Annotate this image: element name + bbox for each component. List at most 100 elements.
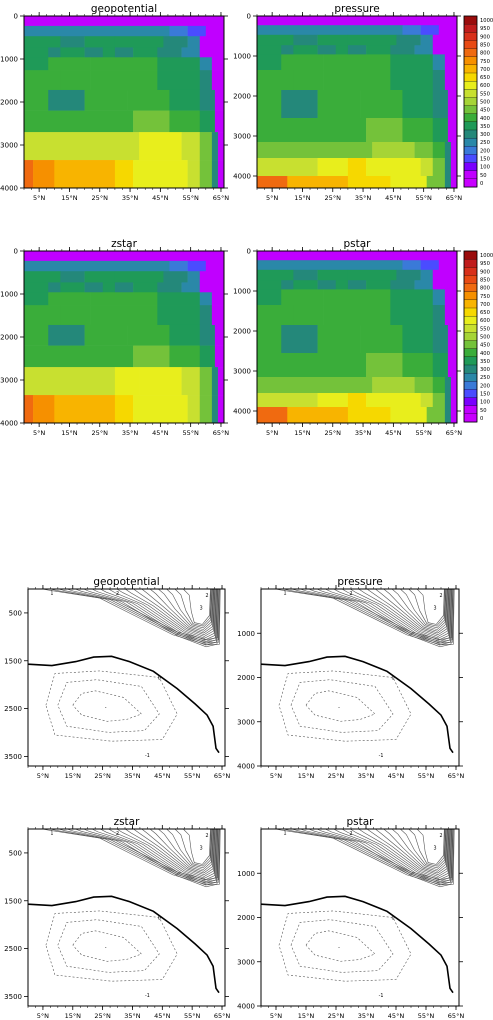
panel-title: pressure — [334, 3, 379, 15]
panel-title: zstar — [111, 238, 138, 250]
heatmap-cell — [402, 118, 434, 143]
positive-contour — [291, 828, 454, 882]
positive-contour — [149, 588, 213, 632]
x-tick-label: 15°N — [65, 772, 82, 780]
heatmap-cell — [72, 110, 134, 133]
heatmap-cell — [281, 54, 324, 71]
heatmap-cell — [317, 269, 349, 281]
heatmap-cell — [199, 345, 216, 368]
positive-contour — [100, 828, 217, 882]
heatmap-cell — [84, 271, 116, 283]
heatmap-cell — [257, 280, 282, 290]
y-tick-label: 3500 — [4, 993, 22, 1001]
heatmap-cell — [257, 34, 294, 46]
colorbar-label: 750 — [480, 294, 490, 300]
heatmap-cell — [432, 393, 446, 408]
heatmap-cell — [323, 70, 391, 91]
y-tick-label: 500 — [9, 849, 22, 857]
colorbar-label: 900 — [480, 269, 490, 275]
colorbar-swatch — [463, 372, 478, 382]
heatmap-cell — [420, 260, 440, 271]
x-tick-label: 65°N — [448, 1012, 465, 1020]
positive-contour — [83, 828, 218, 886]
heatmap-cell — [139, 367, 182, 396]
heatmap-cell — [72, 345, 134, 368]
colorbar-swatch — [463, 97, 478, 106]
x-tick-label: 55°N — [184, 1012, 201, 1020]
heatmap-cell — [281, 45, 294, 55]
heatmap-cell — [402, 90, 434, 119]
heatmap-cell — [447, 325, 458, 354]
panel-title: geopotential — [91, 3, 157, 15]
heatmap-cell — [432, 325, 449, 354]
x-tick-label: 45°N — [388, 772, 405, 780]
positive-contour — [174, 588, 212, 627]
colorbar-label: 650 — [480, 75, 490, 81]
contour-label-neg: - — [338, 944, 340, 950]
colorbar-label: 750 — [480, 59, 490, 65]
colorbar-swatch — [463, 250, 478, 260]
heatmap-cell — [335, 45, 349, 55]
contour-label: 3 — [433, 846, 436, 852]
heatmap-cell — [257, 251, 458, 261]
positive-contour — [391, 588, 447, 630]
negative-contour — [45, 910, 178, 982]
heatmap-cell — [187, 395, 201, 424]
heatmap-cell — [211, 305, 225, 326]
heatmap-cell — [84, 47, 104, 58]
heatmap-cell — [432, 34, 458, 46]
positive-contour — [291, 588, 454, 642]
x-tick-label: 5°N — [33, 194, 45, 202]
heatmap-cell — [444, 407, 452, 424]
heatmap-cell — [133, 395, 188, 424]
positive-contour — [141, 588, 214, 634]
heatmap-cell — [447, 353, 458, 378]
colorbar-swatch — [463, 32, 478, 41]
heatmap-cell — [169, 25, 188, 37]
x-tick-label: 25°N — [92, 429, 109, 437]
negative-contour — [45, 670, 178, 742]
panel-title: geopotential — [93, 576, 159, 588]
contour-label: 1 — [283, 591, 286, 597]
y-tick-label: 1000 — [233, 288, 251, 296]
negative-contour — [305, 930, 376, 962]
colorbar-swatch — [463, 267, 478, 276]
heatmap-cell — [444, 176, 452, 189]
positive-contour — [125, 828, 215, 877]
heatmap-cell — [402, 325, 434, 354]
heatmap-cell — [390, 45, 415, 55]
heatmap-cell — [281, 289, 324, 306]
negative-contour — [305, 690, 376, 722]
heatmap-cell — [205, 25, 225, 37]
heatmap-cell — [372, 142, 415, 159]
heatmap-cell — [347, 45, 367, 55]
heatmap-cell — [257, 407, 288, 424]
colorbar-label: 100 — [480, 400, 490, 406]
heatmap-cell — [438, 25, 458, 36]
heatmap-cell — [305, 353, 367, 378]
y-tick-label: 500 — [9, 609, 22, 617]
contour-label: -1 — [379, 993, 384, 999]
positive-contour — [174, 828, 212, 867]
heatmap-cell — [114, 271, 164, 283]
colorbar-frame — [463, 250, 478, 423]
positive-contour — [116, 828, 216, 879]
heatmap-cell — [169, 110, 201, 133]
x-tick-label: 15°N — [294, 194, 311, 202]
x-tick-label: 5°N — [37, 772, 49, 780]
heatmap-cell — [24, 324, 49, 346]
x-tick-label: 15°N — [61, 194, 78, 202]
colorbar-label: 400 — [480, 351, 490, 357]
x-tick-label: 55°N — [415, 194, 432, 202]
contour-label: 2 — [439, 593, 442, 599]
heatmap-cell — [396, 269, 421, 281]
heatmap-cell — [54, 395, 116, 424]
colorbar-label: 0 — [480, 181, 483, 187]
contour-label: 2 — [116, 831, 119, 837]
heatmap-cell — [90, 305, 158, 326]
colorbar-label: 850 — [480, 43, 490, 49]
heatmap-cell — [432, 305, 446, 326]
y-tick-label: 3500 — [4, 753, 22, 761]
heatmap-cell — [432, 353, 449, 378]
y-tick-label: 3000 — [0, 142, 18, 150]
